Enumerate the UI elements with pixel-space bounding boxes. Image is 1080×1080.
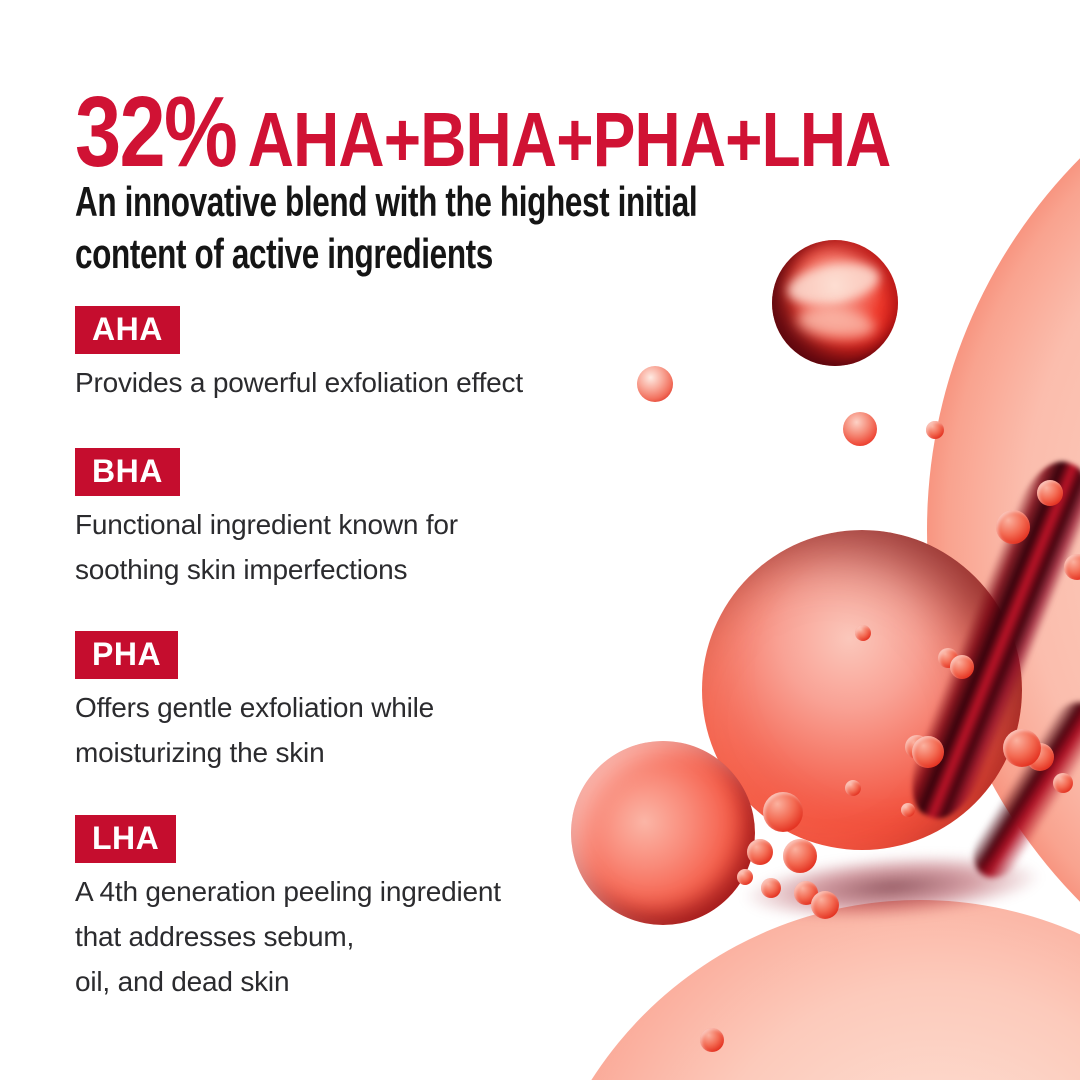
ingredient-description-pha: Offers gentle exfoliation while moisturi…: [75, 685, 434, 775]
ingredient-badge-pha: PHA: [75, 631, 179, 679]
description-line: Provides a powerful exfoliation effect: [75, 367, 523, 398]
oil-droplet: [845, 780, 861, 796]
subtitle: An innovative blend with the highest ini…: [75, 176, 698, 280]
oil-droplet: [996, 510, 1030, 544]
description-line: moisturizing the skin: [75, 737, 325, 768]
oil-droplet: [855, 625, 871, 641]
description-line: A 4th generation peeling ingredient: [75, 876, 501, 907]
ingredient-badge-lha: LHA: [75, 815, 177, 863]
ingredient-badge-bha: BHA: [75, 448, 180, 496]
description-line: soothing skin imperfections: [75, 554, 408, 585]
oil-bubble-small-right: [843, 412, 877, 446]
ingredient-section-aha: AHA Provides a powerful exfoliation effe…: [75, 306, 523, 405]
oil-droplet: [811, 891, 839, 919]
oil-bubble-small-left: [637, 366, 673, 402]
oil-droplet: [1053, 773, 1073, 793]
oil-bubble-left: [571, 741, 755, 925]
oil-bubble-top: [772, 240, 898, 366]
oil-droplet: [926, 421, 944, 439]
oil-droplet: [901, 803, 915, 817]
description-line: Functional ingredient known for: [75, 509, 458, 540]
ingredient-section-bha: BHA Functional ingredient known for soot…: [75, 448, 458, 592]
oil-droplet: [783, 839, 817, 873]
oil-droplet: [700, 1028, 724, 1052]
headline-acids: AHA+BHA+PHA+LHA: [247, 97, 892, 183]
description-line: Offers gentle exfoliation while: [75, 692, 435, 723]
oil-droplet: [763, 792, 803, 832]
description-line: oil, and dead skin: [75, 966, 290, 997]
oil-droplet: [950, 655, 974, 679]
oil-droplet: [747, 839, 773, 865]
oil-droplet: [912, 736, 944, 768]
ingredient-badge-aha: AHA: [75, 306, 180, 354]
oil-droplet: [761, 878, 781, 898]
headline-percentage: 32%: [75, 76, 238, 188]
description-line: that addresses sebum,: [75, 921, 355, 952]
ingredient-description-bha: Functional ingredient known for soothing…: [75, 502, 458, 592]
oil-droplet: [1003, 729, 1041, 767]
oil-droplet: [1064, 554, 1080, 580]
oil-droplet: [737, 869, 753, 885]
headline: 32% AHA+BHA+PHA+LHA: [75, 82, 891, 182]
ingredient-section-lha: LHA A 4th generation peeling ingredient …: [75, 815, 501, 1004]
subtitle-line-1: An innovative blend with the highest ini…: [75, 178, 698, 225]
oil-droplet: [1037, 480, 1063, 506]
ingredient-description-aha: Provides a powerful exfoliation effect: [75, 360, 523, 405]
subtitle-line-2: content of active ingredients: [75, 230, 493, 277]
ingredient-section-pha: PHA Offers gentle exfoliation while mois…: [75, 631, 434, 775]
ingredient-description-lha: A 4th generation peeling ingredient that…: [75, 869, 501, 1004]
